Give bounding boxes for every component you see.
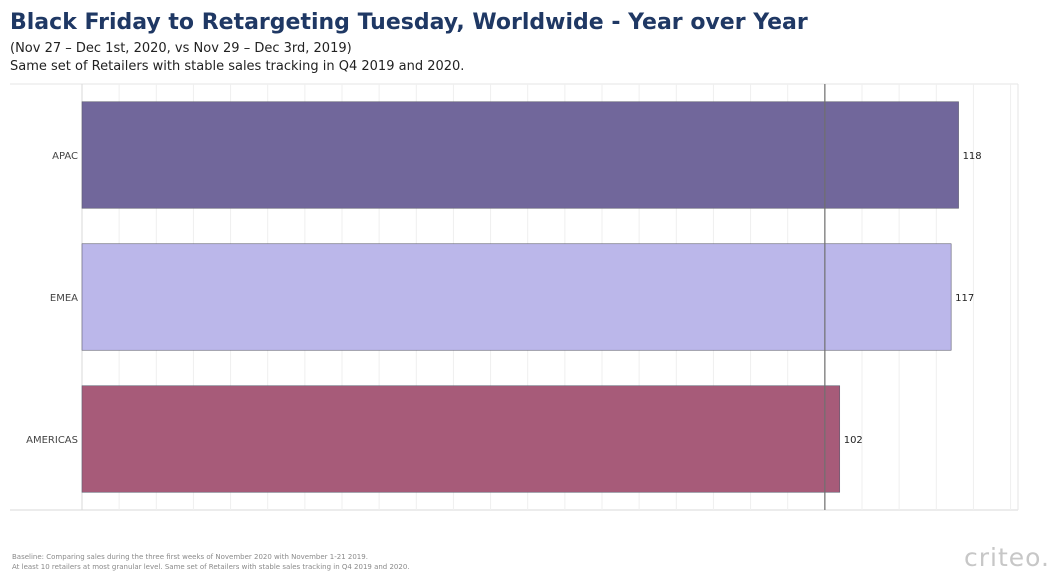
chart-title: Black Friday to Retargeting Tuesday, Wor… — [10, 10, 808, 35]
bar-americas — [81, 385, 841, 493]
chart-subtitle-dates: (Nov 27 – Dec 1st, 2020, vs Nov 29 – Dec… — [10, 41, 352, 56]
labels: APAC 118 EMEA 117 AMERICAS 102 — [26, 84, 982, 510]
category-label-apac: APAC — [52, 151, 78, 162]
bar-apac — [81, 101, 959, 209]
data-label-apac: 118 — [963, 151, 982, 162]
criteo-logo: criteo. — [964, 543, 1050, 572]
bars — [81, 101, 959, 493]
chart-subtitle-description: Same set of Retailers with stable sales … — [10, 59, 465, 74]
data-label-americas: 102 — [844, 435, 863, 446]
footnote-baseline: Baseline: Comparing sales during the thr… — [12, 553, 368, 561]
category-label-americas: AMERICAS — [26, 435, 78, 446]
category-label-emea: EMEA — [50, 293, 78, 304]
bar-emea — [81, 243, 952, 351]
footnote-retailers: At least 10 retailers at most granular l… — [12, 563, 410, 571]
data-label-emea: 117 — [955, 293, 974, 304]
